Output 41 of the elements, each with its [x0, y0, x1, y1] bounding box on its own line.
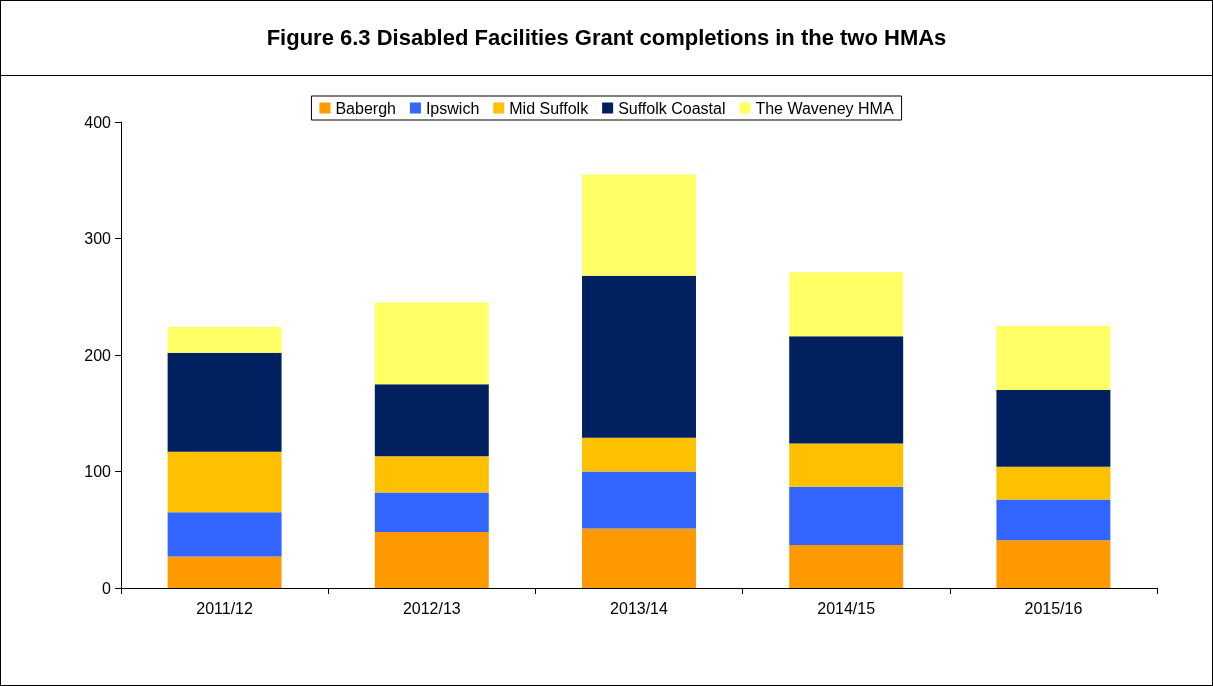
bar [167, 512, 282, 557]
bar [374, 384, 489, 457]
bar [789, 336, 904, 444]
bar [996, 499, 1111, 541]
bar [582, 471, 696, 529]
bar [789, 486, 904, 545]
bar [167, 352, 282, 452]
bar [996, 540, 1111, 588]
legend-label: Suffolk Coastal [618, 99, 726, 117]
x-tick-label: 2015/16 [1024, 599, 1083, 617]
bar [167, 327, 282, 353]
legend-label: The Waveney HMA [755, 99, 894, 117]
bar [996, 325, 1111, 390]
bar [789, 544, 904, 588]
x-tick-label: 2011/12 [196, 599, 254, 617]
bar [167, 556, 282, 588]
y-tick-label: 100 [84, 463, 112, 480]
bar [789, 272, 904, 337]
bar [374, 456, 489, 493]
bar [374, 532, 489, 588]
bar [996, 466, 1111, 500]
legend-label: Ipswich [425, 99, 480, 117]
y-tick-label: 400 [84, 113, 112, 131]
x-tick-label: 2014/15 [817, 599, 876, 617]
x-tick-label: 2013/14 [610, 599, 669, 617]
bar [789, 443, 904, 487]
legend-label: Babergh [335, 99, 396, 117]
bar [374, 492, 489, 533]
chart-title: Figure 6.3 Disabled Facilities Grant completions in the two HMAs [1, 1, 1212, 76]
bar [167, 451, 282, 513]
y-tick-label: 200 [84, 346, 112, 364]
bar [374, 302, 489, 385]
x-tick-label: 2012/13 [402, 599, 461, 617]
bar [582, 528, 696, 588]
bar [582, 437, 696, 472]
bar [582, 275, 696, 438]
legend-label: Mid Suffolk [509, 99, 590, 117]
bar [582, 174, 696, 276]
y-tick-label: 300 [84, 230, 112, 247]
bar [996, 389, 1111, 467]
y-tick-label: 0 [102, 579, 112, 597]
